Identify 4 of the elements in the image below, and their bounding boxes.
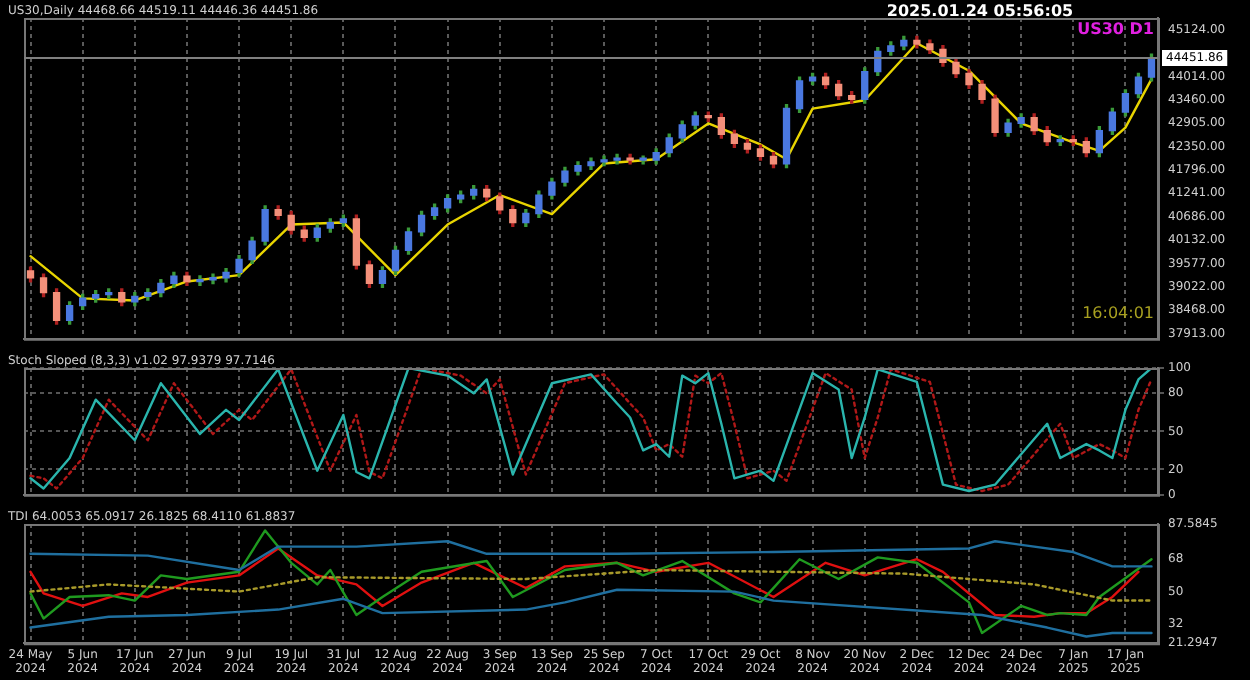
annotation: 16:04:01 [1082,304,1154,322]
annotation: US30 D1 [1077,20,1154,38]
line-series [29,568,1153,602]
annotation: 2025.01.24 05:56:05 [884,2,1076,20]
